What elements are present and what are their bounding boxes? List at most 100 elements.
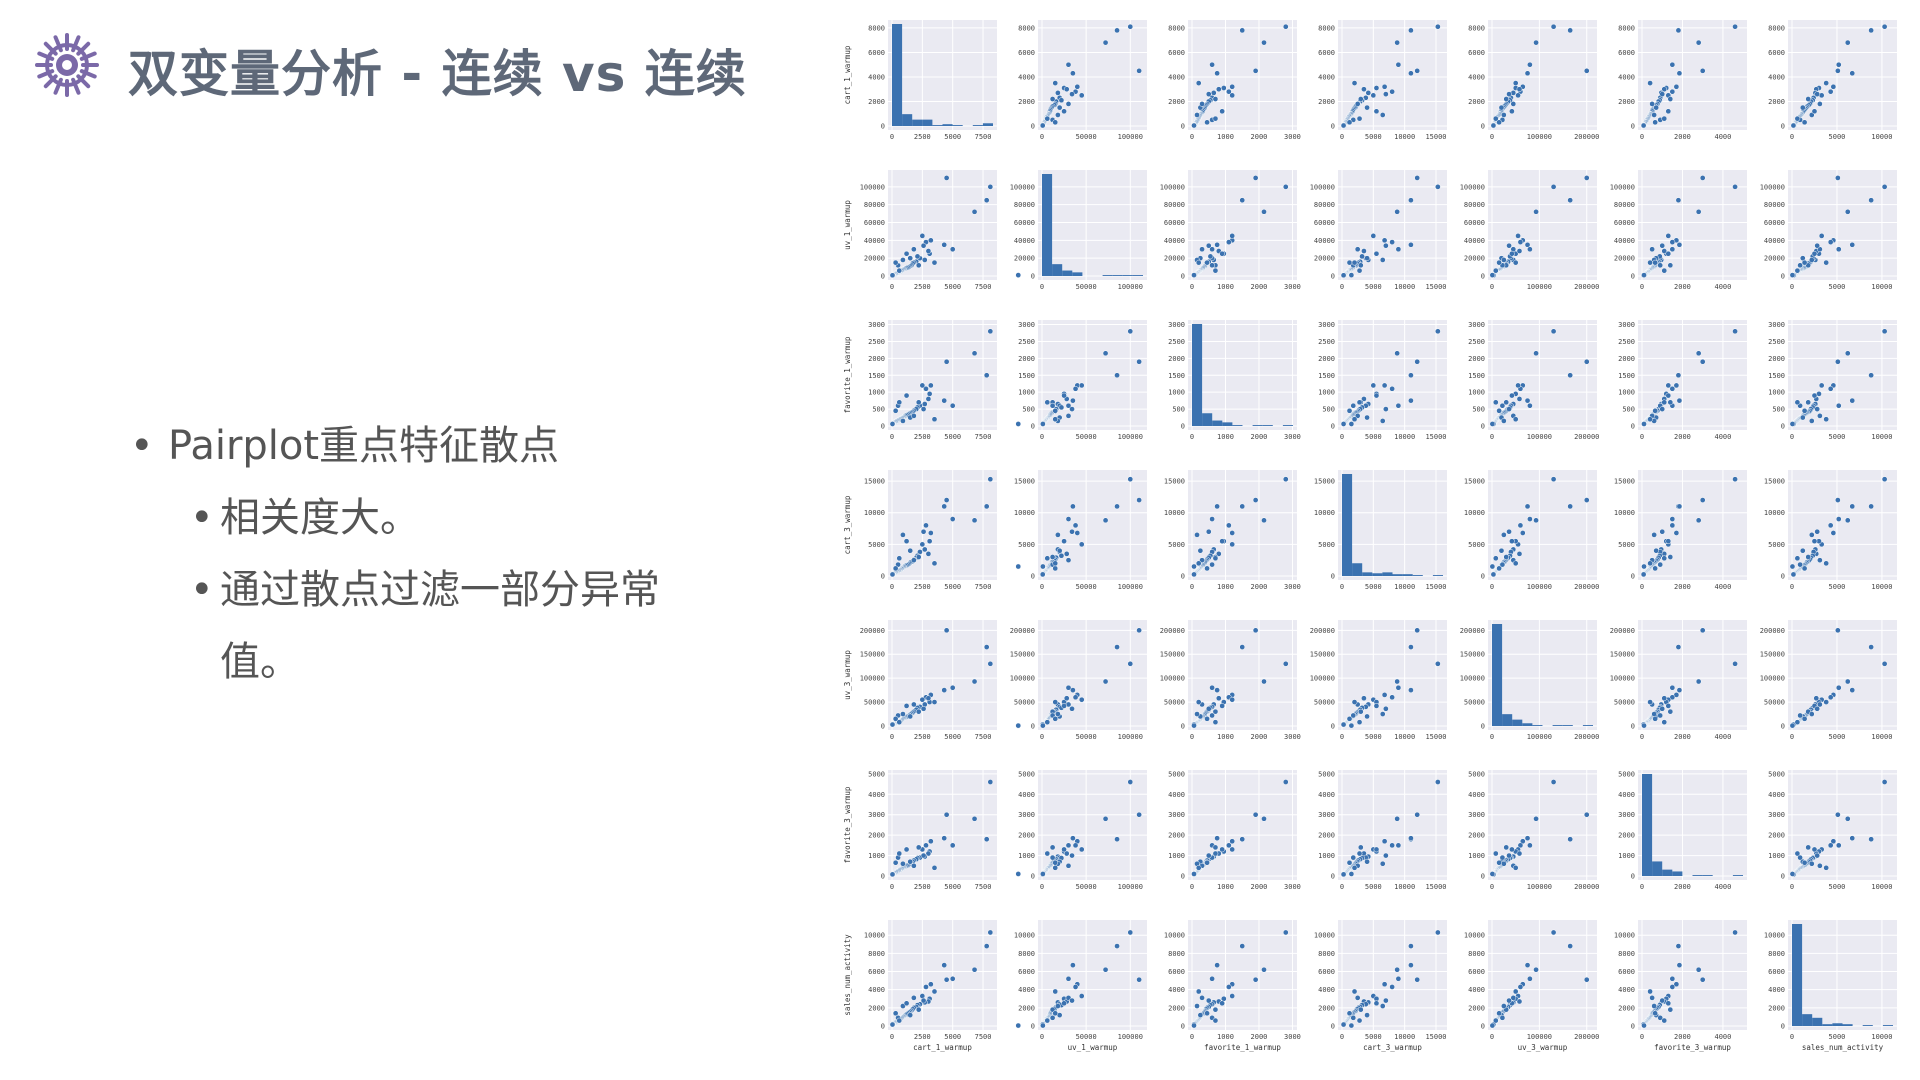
y-tick-label: 2000 <box>868 1004 885 1012</box>
scatter-point <box>1823 259 1830 266</box>
scatter-point <box>1667 399 1674 406</box>
x-tick-label: 5000 <box>1829 133 1846 141</box>
scatter-point <box>1074 83 1081 90</box>
scatter-point <box>1209 61 1215 68</box>
x-tick-label: 100000 <box>1118 283 1143 291</box>
scatter-point <box>1732 328 1738 335</box>
x-tick-label: 1000 <box>1217 433 1234 441</box>
x-tick-label: 0 <box>1340 133 1344 141</box>
histogram-bar <box>912 119 923 126</box>
panel-favorite_3_warmup-vs-uv_3_warmup: 0 100000 200000 0 1000 2000 3000 4000 5000 <box>1468 770 1599 891</box>
panel-cart_3_warmup-vs-favorite_3_warmup: 0 2000 4000 0 5000 10000 15000 <box>1614 470 1747 591</box>
scatter-point <box>1583 67 1590 74</box>
x-tick-label: 200000 <box>1574 283 1599 291</box>
scatter-point <box>1070 962 1076 969</box>
y-axis-label: uv_3_warmup <box>843 650 852 700</box>
scatter-point <box>1515 382 1521 389</box>
y-tick-label: 10000 <box>1764 509 1785 517</box>
scatter-point <box>1811 392 1818 399</box>
scatter-point <box>1373 846 1380 853</box>
histogram-bar <box>1532 725 1543 726</box>
scatter-point <box>1789 563 1796 570</box>
scatter-point <box>1379 711 1386 717</box>
scatter-point <box>1669 246 1676 253</box>
x-tick-label: 5000 <box>1829 433 1846 441</box>
scatter-point <box>1225 522 1232 529</box>
scatter-point <box>1055 711 1061 717</box>
scatter-point <box>1225 239 1232 245</box>
scatter-point <box>1673 83 1680 90</box>
y-tick-label: 5000 <box>1618 770 1635 778</box>
scatter-point <box>1389 88 1395 95</box>
scatter-point <box>1823 864 1830 871</box>
y-tick-label: 40000 <box>1764 237 1785 245</box>
scatter-point <box>1799 547 1806 554</box>
y-tick-label: 100000 <box>1160 183 1185 191</box>
scatter-point <box>1114 27 1120 34</box>
scatter-point <box>915 399 922 406</box>
scatter-point <box>1496 259 1502 266</box>
y-tick-label: 1000 <box>1318 852 1335 860</box>
scatter-point <box>1199 101 1205 107</box>
histogram-bar <box>1802 1014 1813 1026</box>
scatter-point <box>1817 101 1823 107</box>
scatter-point <box>1356 115 1363 122</box>
scatter-point <box>1239 27 1246 34</box>
scatter-point <box>1516 86 1523 93</box>
x-tick-label: 7500 <box>975 283 992 291</box>
scatter-point <box>1383 705 1389 712</box>
scatter-point <box>1379 257 1386 263</box>
histogram-bar <box>1652 861 1663 876</box>
scatter-point <box>1191 563 1197 570</box>
scatter-point <box>1490 122 1497 129</box>
scatter-point <box>1435 23 1441 30</box>
scatter-point <box>1408 27 1414 34</box>
y-tick-label: 150000 <box>1160 651 1185 659</box>
y-tick-label: 1000 <box>1168 852 1185 860</box>
y-tick-label: 0 <box>1631 873 1635 881</box>
scatter-point <box>1212 555 1219 562</box>
y-tick-label: 100000 <box>1310 675 1335 683</box>
scatter-point <box>1676 503 1683 510</box>
scatter-point <box>907 858 914 865</box>
scatter-point <box>1640 571 1647 578</box>
scatter-point <box>1653 547 1660 554</box>
scatter-point <box>1381 83 1388 90</box>
y-tick-label: 2000 <box>1618 832 1635 840</box>
y-tick-label: 8000 <box>1018 24 1035 32</box>
scatter-point <box>907 547 914 554</box>
y-tick-label: 2500 <box>1468 338 1485 346</box>
scatter-point <box>1127 929 1134 936</box>
scatter-point <box>1229 233 1236 239</box>
x-tick-label: 0 <box>1340 883 1344 891</box>
scatter-point <box>1282 779 1289 785</box>
y-tick-label: 10000 <box>1014 509 1035 517</box>
scatter-point <box>1808 257 1815 263</box>
scatter-point <box>1015 272 1022 278</box>
x-tick-label: 50000 <box>1076 433 1097 441</box>
scatter-point <box>915 1006 922 1013</box>
x-tick-label: 3000 <box>1284 433 1301 441</box>
scatter-point <box>1205 528 1212 535</box>
scatter-point <box>1136 497 1142 503</box>
x-axis-label: uv_3_warmup <box>1518 1043 1568 1052</box>
y-tick-label: 6000 <box>868 968 885 976</box>
y-tick-label: 2000 <box>1468 355 1485 363</box>
x-tick-label: 0 <box>1640 283 1644 291</box>
scatter-point <box>1435 183 1441 190</box>
scatter-point <box>1069 528 1075 535</box>
scatter-point <box>1661 248 1668 254</box>
y-tick-label: 10000 <box>1614 932 1635 940</box>
y-tick-label: 50000 <box>1764 699 1785 707</box>
scatter-point <box>900 532 906 538</box>
scatter-point <box>1408 241 1414 248</box>
panel-favorite_1_warmup-vs-favorite_1_warmup: 0 1000 2000 3000 0 500 1000 1500 2000 2500 3000 <box>1168 320 1301 441</box>
y-tick-label: 5000 <box>1768 770 1785 778</box>
scatter-point <box>1652 407 1659 414</box>
scatter-point <box>1814 406 1821 412</box>
scatter-point <box>1389 239 1395 245</box>
scatter-point <box>1261 966 1267 973</box>
y-tick-label: 0 <box>1331 873 1335 881</box>
x-tick-label: 200000 <box>1574 883 1599 891</box>
scatter-point <box>1844 350 1851 357</box>
